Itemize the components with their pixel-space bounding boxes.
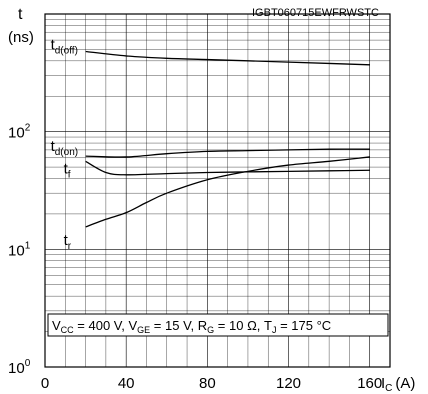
x-tick-label: 0 [41, 375, 49, 392]
series-line-doff [85, 50, 370, 66]
y-tick-label: 100 [8, 358, 31, 377]
series-label-don: td(on) [51, 138, 79, 158]
curves [85, 50, 370, 228]
x-axis-label: IC (A) [381, 375, 415, 394]
x-tick-label: 40 [118, 375, 135, 392]
x-axis-label-sub: C [385, 383, 392, 394]
y-axis-unit: (ns) [8, 29, 34, 46]
x-tick-label: 160 [357, 375, 382, 392]
y-tick-label: 101 [8, 240, 31, 259]
series-line-f [85, 160, 370, 176]
conditions-box [47, 313, 389, 337]
series-label-doff: td(off) [51, 37, 78, 57]
y-tick-label: 102 [8, 123, 31, 142]
y-axis-label: t [18, 6, 23, 23]
chart-title: IGBT060715EWFRWSTC [252, 7, 379, 19]
x-tick-label: 80 [199, 375, 216, 392]
plot-frame [44, 13, 391, 368]
series-label-r: tr [64, 232, 72, 252]
x-tick-labels: 0 40 80 120 160 [41, 375, 382, 392]
series-label-f: tf [64, 160, 71, 180]
series-line-don [85, 148, 370, 158]
conditions-text: VCC = 400 V, VGE = 15 V, RG = 10 Ω, TJ =… [52, 318, 331, 335]
x-axis-unit: (A) [395, 375, 415, 392]
x-tick-label: 120 [276, 375, 301, 392]
series-line-r [85, 156, 370, 228]
series-labels: td(off) td(on)tf tr [51, 37, 79, 252]
x-axis-label-main: I [381, 375, 385, 392]
grid [45, 14, 390, 367]
y-tick-labels: 100 101 102 [8, 123, 31, 377]
